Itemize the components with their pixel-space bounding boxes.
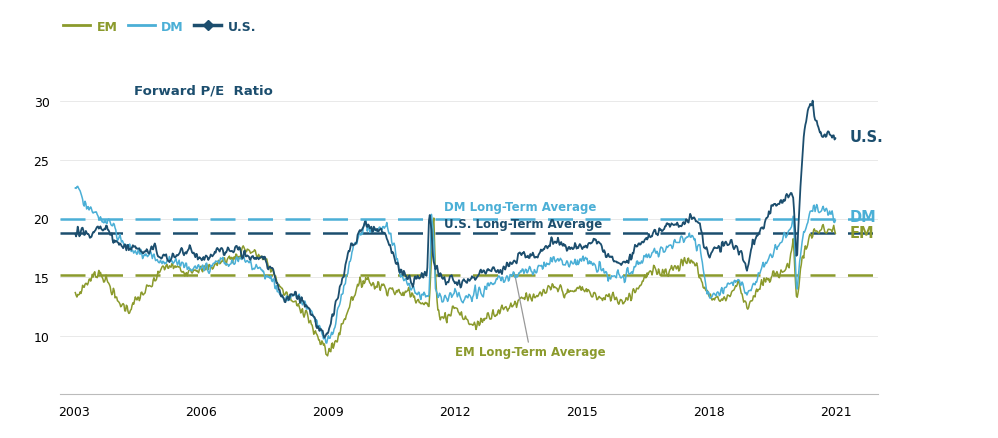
Text: U.S.: U.S. <box>850 130 883 145</box>
Text: Forward P/E  Ratio: Forward P/E Ratio <box>134 85 272 98</box>
Text: EM Long-Term Average: EM Long-Term Average <box>455 275 606 358</box>
Text: EM: EM <box>850 226 874 240</box>
Text: U.S. Long-Term Average: U.S. Long-Term Average <box>444 218 603 231</box>
Legend: EM, DM, U.S.: EM, DM, U.S. <box>58 16 261 39</box>
Text: DM: DM <box>850 209 876 224</box>
Text: DM Long-Term Average: DM Long-Term Average <box>444 201 597 214</box>
